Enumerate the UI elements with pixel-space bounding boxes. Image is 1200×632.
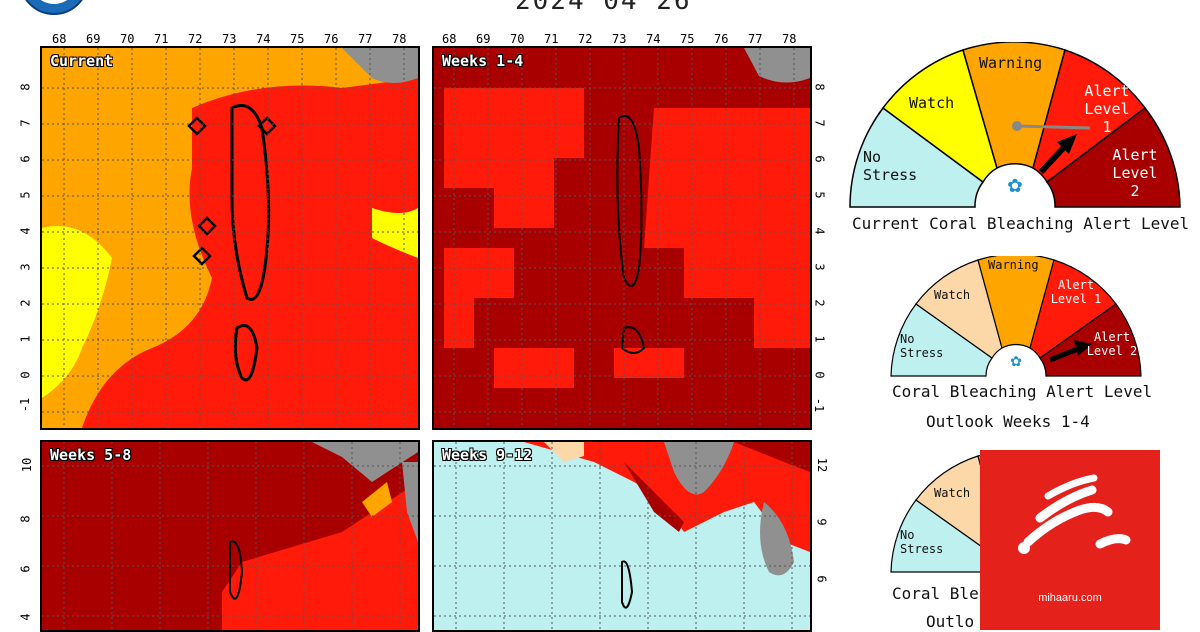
svg-text:✿: ✿ xyxy=(1011,350,1022,371)
gauge-outlook-1-4-dial: ✿ xyxy=(890,253,1142,377)
gauge-outlook-1-4: ✿ No Stress Watch Warning Alert Level 1 … xyxy=(888,253,1144,380)
y-tick: -1 xyxy=(812,397,827,413)
y-tick: 8 xyxy=(18,83,33,91)
map-current-canvas xyxy=(42,48,418,428)
y-tick: 10 xyxy=(20,457,35,473)
x-tick: 78 xyxy=(782,32,797,46)
map-weeks-5-8-canvas xyxy=(42,442,418,630)
x-tick: 76 xyxy=(324,32,339,46)
y-tick: 5 xyxy=(812,191,827,199)
x-tick: 75 xyxy=(290,32,305,46)
x-tick: 78 xyxy=(392,32,407,46)
map-weeks-1-4-canvas xyxy=(434,48,810,428)
y-tick: 8 xyxy=(18,515,33,523)
x-tick: 74 xyxy=(256,32,271,46)
gauge-outlook-5-8-caption: Coral Blea xyxy=(892,584,989,603)
level-label: Watch xyxy=(934,486,971,500)
map-label: Weeks 9-12 xyxy=(442,446,533,464)
map-label: Current xyxy=(50,52,114,70)
y-tick: 6 xyxy=(18,565,33,573)
y-tick: 12 xyxy=(815,457,830,473)
gauge-outlook-1-4-caption-sub: Outlook Weeks 1-4 xyxy=(926,412,1090,431)
level-label: Warning xyxy=(979,54,1043,72)
map-weeks-1-4: Weeks 1-4 xyxy=(432,46,812,430)
gauge-current-caption: Current Coral Bleaching Alert Level xyxy=(852,214,1190,233)
level-label: Alert Level 1 xyxy=(1050,278,1102,306)
noaa-logo-icon xyxy=(25,0,83,15)
y-tick: 6 xyxy=(814,575,829,583)
x-tick: 72 xyxy=(188,32,203,46)
watermark-text: mihaaru.com xyxy=(1038,592,1102,604)
y-tick: 7 xyxy=(812,119,827,127)
y-tick: 2 xyxy=(18,299,33,307)
level-label: Alert Level 2 xyxy=(1112,146,1158,200)
y-tick: 9 xyxy=(814,518,829,526)
y-tick: 4 xyxy=(812,227,827,235)
x-tick: 70 xyxy=(120,32,135,46)
level-label: Watch xyxy=(909,94,955,112)
gauge-outlook-1-4-caption: Coral Bleaching Alert Level xyxy=(892,382,1153,401)
y-tick: 1 xyxy=(18,335,33,343)
map-current: Current xyxy=(40,46,420,430)
map-weeks-9-12-canvas xyxy=(434,442,810,630)
gauge-current-dial: ✿ xyxy=(849,41,1181,208)
x-tick: 74 xyxy=(646,32,661,46)
x-tick: 77 xyxy=(358,32,373,46)
level-label: No Stress xyxy=(863,148,918,184)
map-label: Weeks 5-8 xyxy=(50,446,132,464)
x-tick: 70 xyxy=(510,32,525,46)
y-tick: 7 xyxy=(18,119,33,127)
gauge-outlook-5-8-caption-sub: Outlo xyxy=(926,612,975,631)
map-weeks-9-12: Weeks 9-12 xyxy=(432,440,812,632)
x-tick: 69 xyxy=(476,32,491,46)
x-tick: 73 xyxy=(222,32,237,46)
y-tick: 0 xyxy=(812,371,827,379)
x-tick: 77 xyxy=(748,32,763,46)
x-tick: 72 xyxy=(578,32,593,46)
level-label: Alert Level 1 xyxy=(1084,82,1130,136)
page-title: 2024 04 26 xyxy=(515,0,692,16)
y-tick: 3 xyxy=(812,263,827,271)
y-tick: 1 xyxy=(812,335,827,343)
x-tick: 71 xyxy=(154,32,169,46)
y-tick: 6 xyxy=(812,155,827,163)
x-tick: 68 xyxy=(442,32,457,46)
x-tick: 75 xyxy=(680,32,695,46)
map-weeks-5-8: Weeks 5-8 xyxy=(40,440,420,632)
x-tick: 73 xyxy=(612,32,627,46)
svg-text:✿: ✿ xyxy=(1008,170,1023,198)
mihaaru-logo-icon xyxy=(1018,474,1131,554)
y-tick: 4 xyxy=(18,613,33,621)
level-label: No Stress xyxy=(900,528,944,556)
level-label: No Stress xyxy=(900,332,944,360)
y-tick: 8 xyxy=(812,83,827,91)
x-tick: 76 xyxy=(714,32,729,46)
map-label: Weeks 1-4 xyxy=(442,52,524,70)
y-tick: 0 xyxy=(18,371,33,379)
y-tick: 3 xyxy=(18,263,33,271)
x-tick: 68 xyxy=(52,32,67,46)
gauge-current: ✿ No Stress Watch Warning Alert Level 1 … xyxy=(845,41,1185,212)
level-label: Watch xyxy=(934,288,971,302)
x-tick: 69 xyxy=(86,32,101,46)
y-tick: 2 xyxy=(812,299,827,307)
y-tick: 5 xyxy=(18,191,33,199)
x-tick: 71 xyxy=(544,32,559,46)
y-tick: 4 xyxy=(18,227,33,235)
level-label: Alert Level 2 xyxy=(1086,330,1138,358)
y-tick: 6 xyxy=(18,155,33,163)
y-tick: -1 xyxy=(18,397,33,413)
mihaaru-watermark: mihaaru.com xyxy=(980,450,1160,630)
level-label: Warning xyxy=(988,258,1039,272)
